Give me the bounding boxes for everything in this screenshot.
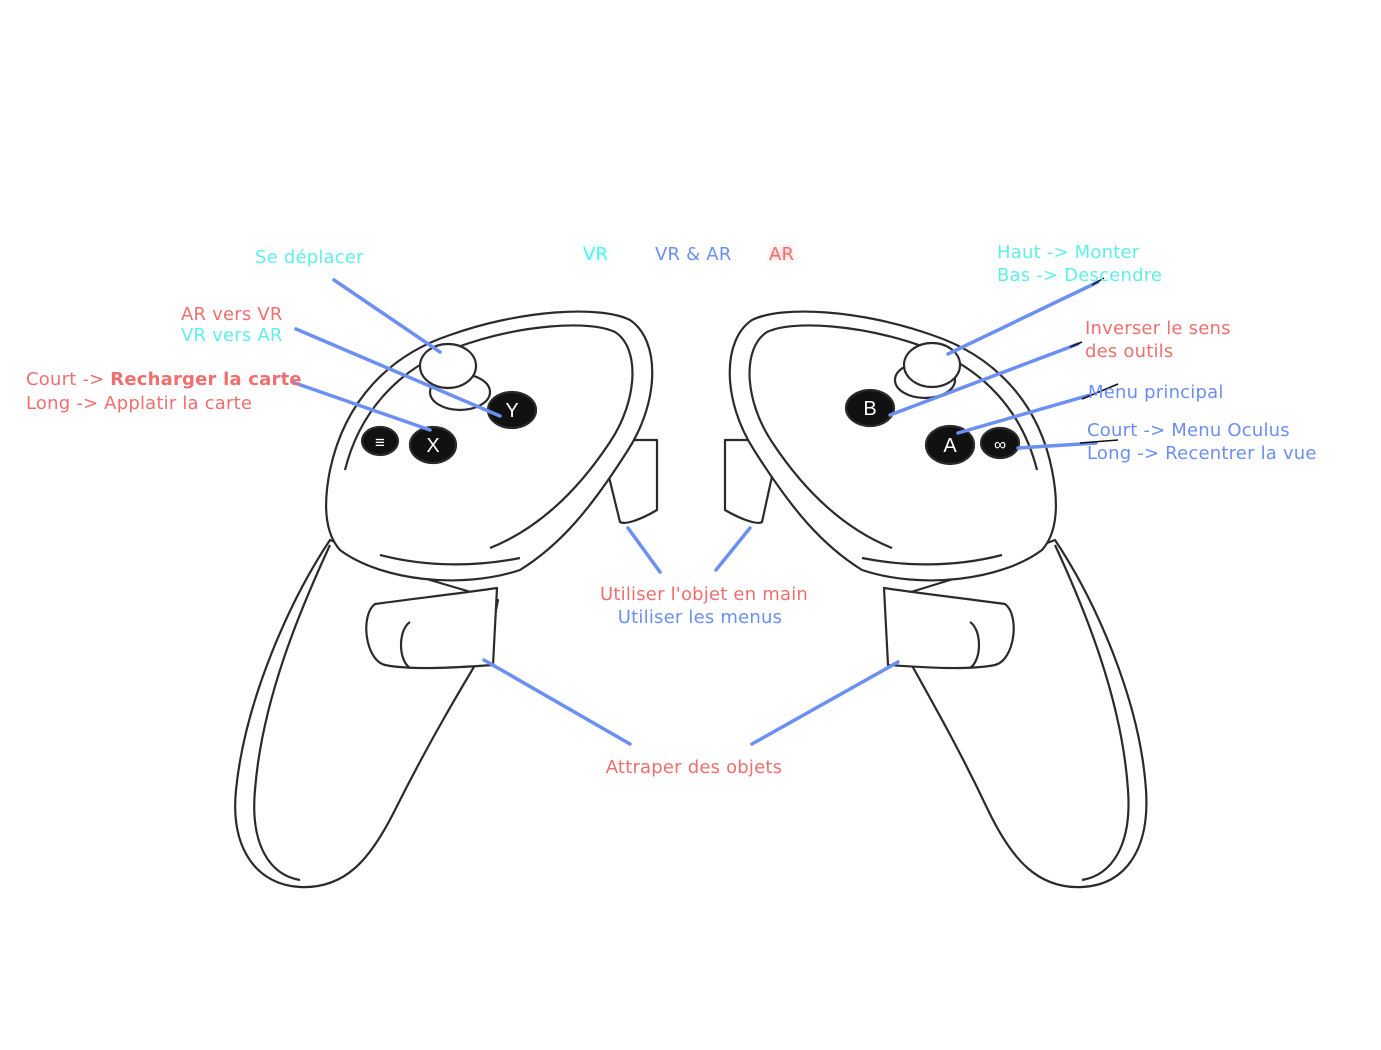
leader-lines — [290, 278, 1100, 746]
right-b-button — [844, 388, 896, 428]
label-menu-principal: Menu principal — [1088, 382, 1224, 403]
left-controller-handle — [234, 538, 500, 889]
left-controller-body — [325, 310, 654, 582]
leader-oculus — [1016, 441, 1098, 450]
label-trigger-ar: Utiliser l'objet en main — [599, 584, 809, 605]
leader-trigger-right — [714, 526, 752, 572]
leader-grip-right — [750, 660, 900, 746]
left-grip-button — [365, 586, 499, 670]
leader-tick-a-button — [1081, 383, 1119, 400]
leader-grip-left — [482, 658, 632, 746]
leader-tick-b-button — [1069, 341, 1083, 348]
label-oculus-court: Court -> Menu Oculus — [1087, 420, 1290, 441]
leader-trigger-left — [626, 526, 662, 574]
leader-thumbstick-left — [332, 278, 442, 354]
leader-y-button — [294, 327, 502, 418]
leader-b-button — [888, 342, 1080, 417]
left-controller-handle-edge — [253, 544, 331, 882]
right-controller-handle — [883, 538, 1148, 889]
label-inverser-sens: Inverser le sens — [1085, 318, 1231, 339]
leader-x-button — [290, 380, 432, 432]
left-thumbstick-cap — [418, 342, 478, 390]
leader-thumbstick-right — [946, 280, 1100, 356]
left-x-button — [408, 425, 458, 465]
oculus-glyph: ∞ — [994, 435, 1006, 454]
label-oculus-long: Long -> Recentrer la vue — [1087, 443, 1317, 464]
legend-vr-ar: VR & AR — [655, 244, 732, 265]
label-ar-vers-vr: AR vers VR — [181, 304, 283, 325]
leader-tick-oculus — [1079, 439, 1119, 444]
label-x-court-prefix: Court -> — [26, 369, 111, 390]
label-bas-descendre: Bas -> Descendre — [997, 265, 1163, 286]
label-trigger-vr: Utiliser les menus — [617, 607, 783, 628]
label-se-deplacer: Se déplacer — [255, 247, 364, 268]
right-oculus-button — [979, 426, 1021, 460]
label-haut-monter: Haut -> Monter — [997, 242, 1140, 263]
a-glyph: A — [943, 435, 957, 457]
right-controller-handle-edge — [1054, 544, 1130, 882]
right-a-button — [924, 424, 976, 466]
label-x-long: Long -> Applatir la carte — [26, 393, 253, 414]
legend-ar: AR — [769, 244, 795, 265]
label-x-court-action: Recharger la carte — [110, 369, 302, 390]
menu-glyph: ≡ — [375, 433, 385, 452]
label-des-outils: des outils — [1085, 341, 1174, 362]
legend-vr: VR — [583, 244, 609, 265]
right-controller-body — [728, 310, 1057, 582]
label-vr-vers-ar: VR vers AR — [181, 325, 283, 346]
y-glyph: Y — [505, 400, 518, 422]
leader-a-button — [956, 393, 1092, 435]
left-menu-button — [360, 425, 400, 457]
right-thumbstick-cap — [902, 341, 962, 389]
x-glyph: X — [426, 435, 439, 457]
label-x-court: Court -> Recharger la carte — [26, 368, 302, 391]
right-grip-button — [882, 586, 1015, 670]
left-controller — [234, 310, 659, 889]
right-controller — [723, 310, 1148, 889]
b-glyph: B — [863, 398, 876, 420]
leader-tick-thumbstick-right — [1091, 277, 1105, 286]
label-grip: Attraper des objets — [605, 757, 783, 778]
